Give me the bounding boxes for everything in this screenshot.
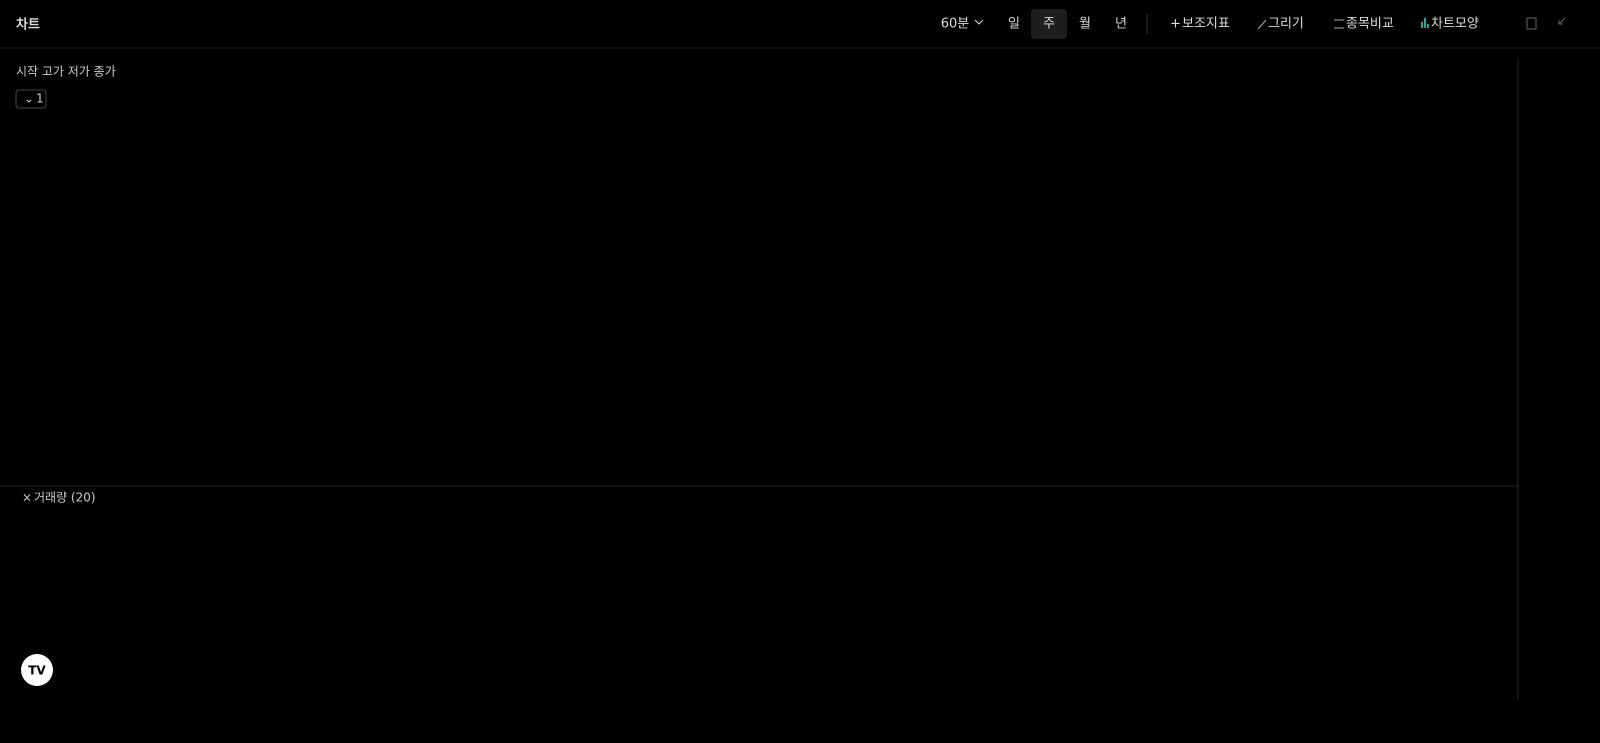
tool-icon: + (1170, 17, 1181, 32)
interval-button[interactable]: 일 (1008, 17, 1020, 32)
interval-button[interactable]: 년 (1115, 17, 1127, 32)
interval-button[interactable]: 월 (1079, 17, 1091, 32)
legend-badge: 1 (36, 92, 44, 106)
logo-text: TV (28, 664, 46, 678)
tool-button[interactable]: 그리기 (1268, 17, 1304, 32)
active-interval-bg (1031, 9, 1067, 39)
close-icon[interactable]: × (22, 491, 32, 505)
volume-legend: 거래량 (20) (34, 491, 96, 505)
interval-button[interactable]: 60분 (941, 17, 970, 32)
tool-button[interactable]: 종목비교 (1346, 17, 1394, 32)
tool-icon (1421, 18, 1429, 28)
tool-icon (1257, 19, 1267, 30)
legend-badge-box[interactable] (15, 89, 47, 109)
tool-icon (1334, 19, 1344, 29)
logo (21, 654, 53, 686)
trash-icon[interactable] (1526, 17, 1537, 30)
dropdown-icon (974, 19, 984, 25)
legend-title: 시작 고가 저가 종가 (16, 65, 116, 79)
interval-button[interactable]: 주 (1043, 17, 1055, 32)
collapse-icon[interactable] (1558, 17, 1566, 25)
app-title: 차트 (16, 17, 40, 33)
tool-button[interactable]: 보조지표 (1182, 17, 1230, 32)
legend-chevron: ⌄ (24, 92, 34, 106)
tool-button[interactable]: 차트모양 (1431, 17, 1479, 32)
